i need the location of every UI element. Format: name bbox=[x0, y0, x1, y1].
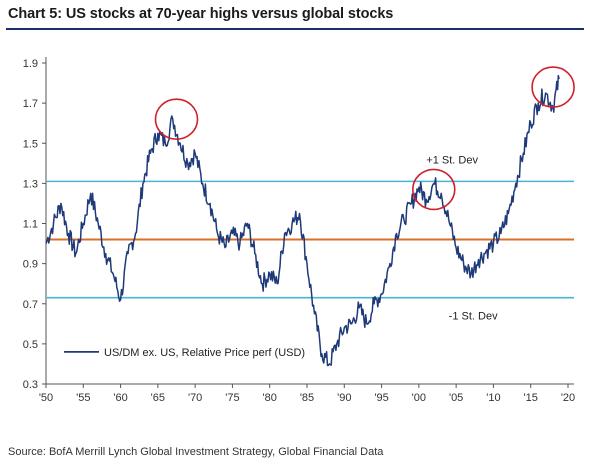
x-tick-label: '65 bbox=[151, 392, 165, 404]
x-tick-label: '05 bbox=[449, 392, 463, 404]
x-tick-label: '75 bbox=[225, 392, 239, 404]
y-tick-label: 1.5 bbox=[23, 138, 38, 150]
x-tick-label: '50 bbox=[39, 392, 53, 404]
x-tick-label: '55 bbox=[76, 392, 90, 404]
x-tick-label: '80 bbox=[263, 392, 277, 404]
x-tick-label: '15 bbox=[524, 392, 538, 404]
title-rule bbox=[6, 28, 584, 30]
y-tick-label: 1.3 bbox=[23, 178, 38, 190]
y-tick-label: 0.5 bbox=[23, 339, 38, 351]
labels-layer: 0.3 0.5 0.7 0.9 1.1 1.3 1.5 1.7 1.9 '50 '55 '60 '65 '… bbox=[23, 58, 575, 404]
y-tick-label: 1.9 bbox=[23, 58, 38, 70]
x-tick-label: '85 bbox=[300, 392, 314, 404]
legend-label: US/DM ex. US, Relative Price perf (USD) bbox=[104, 347, 305, 359]
highlight-circle bbox=[154, 98, 199, 140]
x-tick-label: '95 bbox=[374, 392, 388, 404]
y-tick-label: 1.1 bbox=[23, 219, 38, 231]
x-tick-label: '70 bbox=[188, 392, 202, 404]
y-tick-label: 1.7 bbox=[23, 98, 38, 110]
source-note: Source: BofA Merrill Lynch Global Invest… bbox=[8, 446, 384, 458]
stdev-label: -1 St. Dev bbox=[449, 311, 498, 323]
y-tick-label: 0.7 bbox=[23, 299, 38, 311]
marks-layer bbox=[45, 66, 575, 367]
x-tick-label: '60 bbox=[113, 392, 127, 404]
series-line bbox=[45, 74, 560, 367]
x-tick-label: '10 bbox=[486, 392, 500, 404]
x-tick-label: '20 bbox=[561, 392, 575, 404]
y-tick-label: 0.3 bbox=[23, 379, 38, 391]
stdev-label: +1 St. Dev bbox=[426, 154, 478, 166]
x-tick-label: '90 bbox=[337, 392, 351, 404]
highlight-circle bbox=[531, 66, 575, 108]
x-tick-label: '00 bbox=[412, 392, 426, 404]
y-tick-label: 0.9 bbox=[23, 259, 38, 271]
grid-layer bbox=[42, 57, 574, 388]
highlight-circle bbox=[411, 168, 456, 211]
chart-title: Chart 5: US stocks at 70-year highs vers… bbox=[8, 6, 394, 22]
